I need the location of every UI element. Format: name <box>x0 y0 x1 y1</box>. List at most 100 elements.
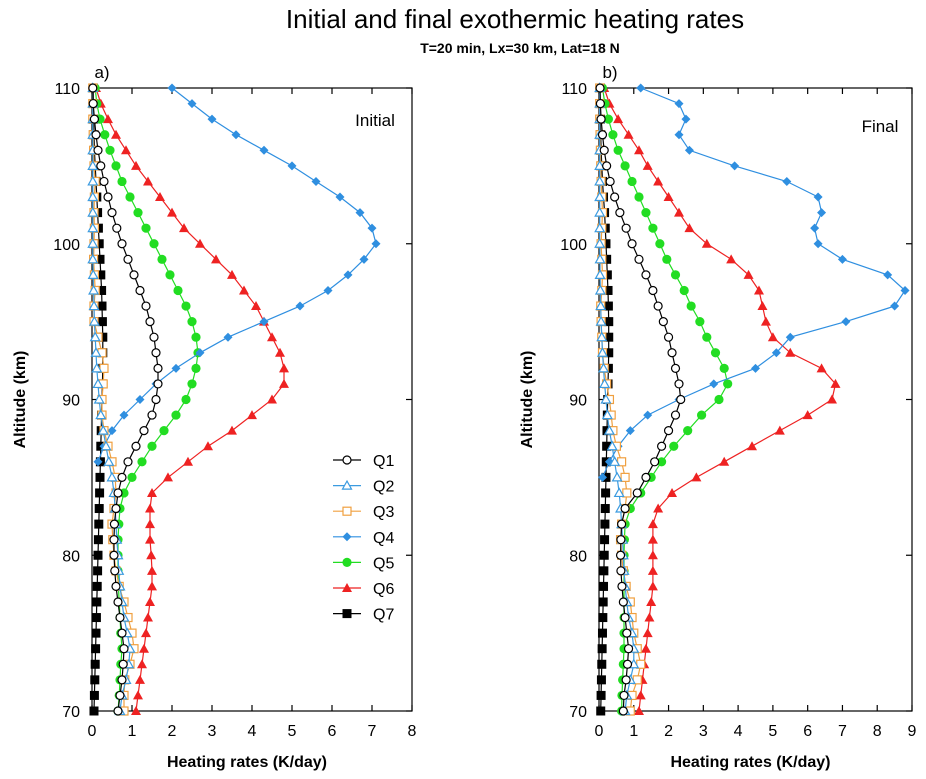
data-point-q1 <box>658 317 668 327</box>
data-point-q5 <box>655 239 665 249</box>
y-tick-label: 70 <box>62 704 80 721</box>
data-point-q7 <box>91 613 101 623</box>
data-point-q7 <box>97 285 107 295</box>
data-point-q1 <box>109 519 120 529</box>
x-tick-label: 2 <box>168 723 177 740</box>
data-point-q6 <box>623 129 634 139</box>
data-point-q5 <box>125 192 135 202</box>
data-point-q2 <box>97 424 109 435</box>
data-point-q4 <box>295 301 305 311</box>
data-point-q6 <box>155 192 165 202</box>
data-point-q2 <box>596 347 609 357</box>
data-point-q1 <box>621 223 631 233</box>
data-point-q5 <box>710 348 721 358</box>
data-point-q1 <box>602 161 612 171</box>
data-point-q2 <box>87 191 99 202</box>
x-tick-label: 3 <box>208 723 217 740</box>
data-point-q5 <box>133 208 143 218</box>
data-point-q6 <box>673 207 684 217</box>
data-point-q7 <box>599 550 609 560</box>
data-point-q6 <box>653 176 664 186</box>
legend-label: Q5 <box>373 555 394 572</box>
data-point-q2 <box>594 160 606 170</box>
data-point-q1 <box>99 176 109 187</box>
data-point-q2 <box>594 269 606 279</box>
data-point-q7 <box>600 535 610 545</box>
data-point-q4 <box>323 285 333 295</box>
data-point-q2 <box>596 331 608 342</box>
data-point-q1 <box>616 535 626 545</box>
data-point-q6 <box>633 706 644 715</box>
data-point-q6 <box>827 394 838 404</box>
data-point-q7 <box>93 566 103 576</box>
data-point-q7 <box>93 550 103 560</box>
data-point-q4 <box>730 161 740 171</box>
data-point-q6 <box>774 425 785 435</box>
data-point-q5 <box>117 176 127 187</box>
data-point-q5 <box>181 301 191 311</box>
data-point-q1 <box>650 457 660 467</box>
data-point-q5 <box>696 410 707 420</box>
data-point-q5 <box>723 379 733 389</box>
data-point-q2 <box>92 378 104 389</box>
data-point-q5 <box>620 161 630 171</box>
data-point-q4 <box>367 223 377 233</box>
x-tick-label: 8 <box>408 723 417 740</box>
data-point-q1 <box>605 176 615 187</box>
data-point-q6 <box>195 238 205 248</box>
data-point-q6 <box>247 410 257 420</box>
data-point-q1 <box>648 285 658 296</box>
data-point-q1 <box>656 441 667 451</box>
panel-inner-label: Final <box>862 117 899 136</box>
data-point-q4 <box>135 395 145 404</box>
data-point-q7 <box>604 348 614 358</box>
data-point-q2 <box>90 347 102 357</box>
data-point-q5 <box>686 301 696 311</box>
data-point-q7 <box>597 659 607 669</box>
data-point-q6 <box>644 612 655 622</box>
data-point-q5 <box>157 254 167 264</box>
x-tick-label: 9 <box>908 723 917 740</box>
y-axis-title: Altitude (km) <box>12 351 29 449</box>
data-point-q2 <box>603 424 615 435</box>
data-point-q7 <box>599 566 609 576</box>
x-tick-label: 6 <box>803 723 812 740</box>
data-point-q5 <box>670 270 681 280</box>
data-point-q4 <box>813 239 823 249</box>
legend-marker <box>342 583 352 592</box>
legend-marker <box>342 557 352 568</box>
data-point-q2 <box>87 253 99 264</box>
data-point-q5 <box>714 394 724 405</box>
data-point-q7 <box>94 504 104 514</box>
data-point-q6 <box>139 643 149 653</box>
data-point-q1 <box>117 472 127 482</box>
data-point-q1 <box>88 83 98 93</box>
y-axis-title: Altitude (km) <box>519 351 536 449</box>
data-point-q6 <box>647 565 658 575</box>
y-tick-label: 80 <box>569 548 587 565</box>
data-point-q1 <box>615 208 625 218</box>
data-point-q1 <box>617 519 627 529</box>
data-point-q5 <box>613 145 623 155</box>
data-point-q2 <box>594 253 606 264</box>
data-point-q1 <box>617 581 627 592</box>
data-point-q1 <box>670 363 681 373</box>
legend-label: Q6 <box>373 581 394 598</box>
data-point-q2 <box>599 378 611 389</box>
data-point-q2 <box>594 191 606 202</box>
data-point-q4 <box>751 363 760 373</box>
data-point-q6 <box>145 503 155 513</box>
data-point-q7 <box>95 488 105 498</box>
data-point-q1 <box>595 83 605 93</box>
data-point-q6 <box>121 145 131 155</box>
data-point-q1 <box>131 441 141 451</box>
legend-label: Q7 <box>373 607 394 624</box>
data-point-q5 <box>159 426 169 436</box>
data-point-q6 <box>816 363 827 373</box>
data-point-q6 <box>267 394 277 404</box>
data-point-q6 <box>147 565 157 575</box>
x-tick-label: 8 <box>873 723 882 740</box>
y-tick-label: 110 <box>561 81 587 98</box>
data-point-q1 <box>623 644 634 654</box>
data-point-q6 <box>647 550 658 560</box>
